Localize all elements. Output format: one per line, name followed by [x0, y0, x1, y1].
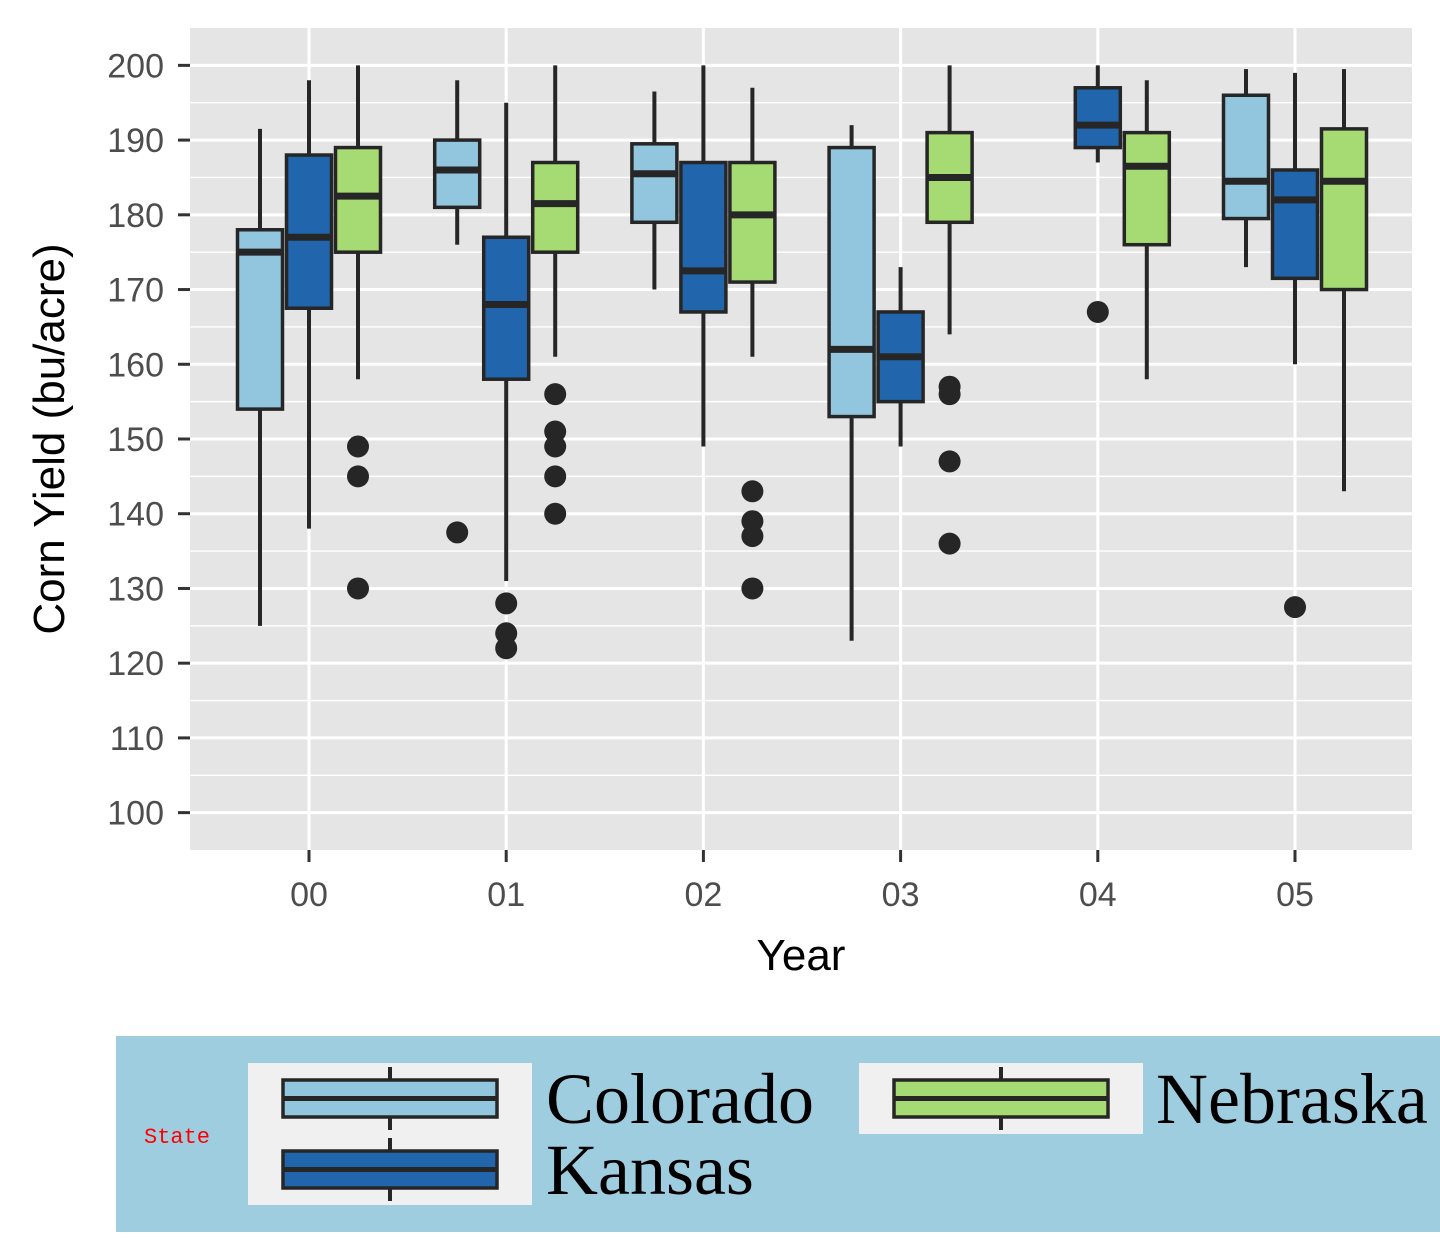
x-tick-label: 03	[882, 876, 920, 914]
box-body	[235, 228, 285, 411]
y-tick-label: 190	[107, 122, 164, 160]
box-kansas-00	[284, 80, 334, 529]
box-body	[1073, 86, 1123, 150]
outlier-point	[741, 577, 764, 600]
box-colorado-03	[827, 125, 876, 641]
y-tick-label: 200	[107, 47, 164, 85]
legend-label: Nebraska	[1156, 1059, 1428, 1139]
outlier-point	[1086, 300, 1109, 323]
box-body	[432, 138, 482, 210]
x-tick-label: 05	[1276, 876, 1314, 914]
outlier-point	[938, 383, 961, 406]
legend-item-colorado: Colorado	[248, 1059, 814, 1139]
legend-label: Kansas	[546, 1130, 754, 1210]
box-nebraska-00	[333, 65, 383, 600]
box-kansas-05	[1270, 72, 1320, 619]
y-tick-label: 120	[107, 645, 164, 683]
y-tick-label: 180	[107, 197, 164, 235]
box-colorado-01	[432, 80, 482, 544]
outlier-point	[741, 480, 764, 503]
axes: 100 110 120 130 140 150 160 170 180 190 200 00 01 02 0…	[107, 47, 1314, 914]
outlier-point	[347, 435, 369, 458]
boxes-layer	[235, 65, 1369, 660]
outlier-point	[544, 435, 567, 458]
box-body	[630, 142, 679, 225]
outlier-point	[938, 450, 961, 473]
y-tick-label: 170	[107, 272, 164, 310]
legend-item-kansas: Kansas	[248, 1130, 754, 1210]
outlier-point	[495, 637, 518, 660]
outlier-point	[446, 521, 469, 544]
y-tick-label: 150	[107, 421, 164, 459]
outlier-point	[495, 592, 518, 615]
box-body	[530, 160, 580, 254]
box-body	[728, 160, 777, 284]
box-body	[1319, 127, 1369, 292]
y-tick-label: 140	[107, 496, 164, 534]
box-body	[333, 145, 383, 254]
box-nebraska-03	[925, 65, 974, 555]
outlier-point	[938, 532, 961, 555]
y-tick-label: 160	[107, 346, 164, 384]
x-tick-label: 04	[1079, 876, 1117, 914]
box-body	[679, 160, 728, 314]
box-nebraska-04	[1122, 80, 1172, 380]
outlier-point	[347, 465, 369, 488]
box-kansas-02	[679, 65, 728, 447]
y-tick-label: 130	[107, 570, 164, 608]
box-colorado-02	[630, 91, 679, 290]
box-kansas-04	[1073, 65, 1123, 323]
box-body	[481, 235, 531, 381]
outlier-point	[1284, 596, 1306, 619]
x-tick-label: 00	[290, 876, 328, 914]
box-body	[1270, 168, 1320, 281]
box-body	[284, 153, 334, 310]
legend-label: Colorado	[546, 1059, 814, 1139]
y-tick-label: 100	[107, 795, 164, 833]
box-body	[1221, 93, 1271, 221]
box-kansas-03	[876, 267, 925, 447]
legend-title: State	[144, 1125, 210, 1150]
box-body	[827, 145, 876, 419]
outlier-point	[741, 525, 764, 548]
box-nebraska-02	[728, 87, 777, 600]
legend-item-nebraska: Nebraska	[859, 1059, 1428, 1139]
box-body	[1122, 130, 1172, 247]
x-tick-label: 02	[684, 876, 722, 914]
y-axis-title: Corn Yield (bu/acre)	[25, 243, 74, 634]
box-colorado-00	[235, 128, 285, 626]
outlier-point	[544, 502, 567, 525]
outlier-point	[544, 383, 567, 406]
box-colorado-05	[1221, 69, 1271, 268]
x-axis-title: Year	[757, 931, 846, 980]
x-tick-label: 01	[487, 876, 525, 914]
box-nebraska-05	[1319, 69, 1369, 492]
outlier-point	[544, 465, 567, 488]
y-tick-label: 110	[110, 720, 164, 758]
outlier-point	[347, 577, 369, 600]
box-kansas-01	[481, 102, 531, 660]
box-nebraska-01	[530, 65, 580, 525]
